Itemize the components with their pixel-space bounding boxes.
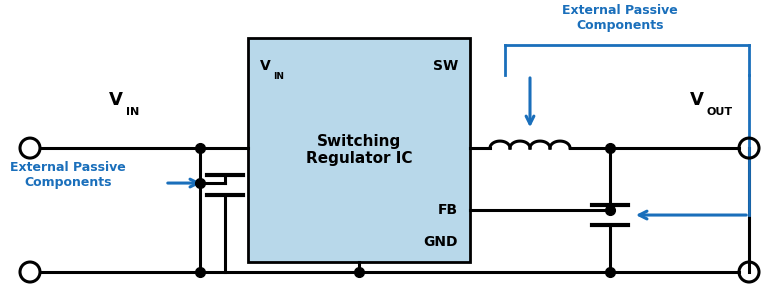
Text: V: V: [260, 59, 271, 73]
Text: External Passive
Components: External Passive Components: [562, 4, 678, 32]
Text: GND: GND: [424, 235, 458, 249]
Bar: [248, 38, 470, 262]
Text: FB: FB: [438, 203, 458, 217]
Text: OUT: OUT: [707, 107, 733, 117]
Text: V: V: [109, 91, 123, 109]
Text: Switching
Regulator IC: Switching Regulator IC: [305, 134, 412, 166]
Text: IN: IN: [273, 72, 284, 80]
Text: External Passive
Components: External Passive Components: [10, 161, 125, 189]
Text: SW: SW: [433, 59, 458, 73]
Text: IN: IN: [126, 107, 139, 117]
Text: V: V: [690, 91, 704, 109]
